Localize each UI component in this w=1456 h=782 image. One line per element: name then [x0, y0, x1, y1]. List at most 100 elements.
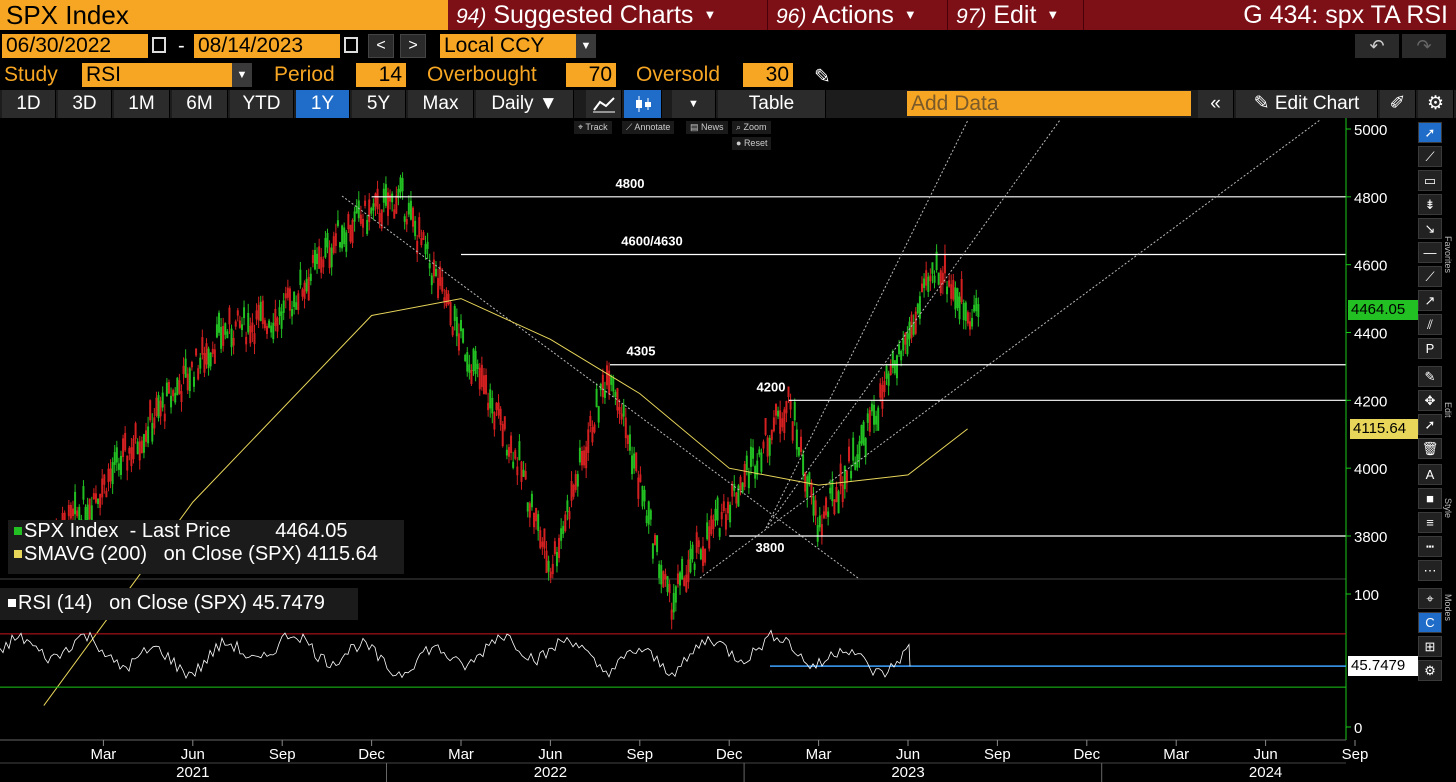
candle-body — [662, 571, 665, 588]
year-label: 2022 — [534, 764, 567, 781]
undo-button[interactable]: ↶ — [1355, 34, 1399, 58]
study-select[interactable]: RSI — [82, 63, 232, 87]
month-label: Mar — [448, 746, 474, 763]
magnet-icon[interactable]: C — [1418, 612, 1442, 633]
candle-body — [284, 293, 287, 299]
line-chart-icon[interactable] — [586, 90, 622, 118]
hline-icon[interactable]: — — [1418, 242, 1442, 263]
candle-body — [829, 487, 832, 494]
candle-body — [247, 312, 250, 333]
security-field[interactable]: SPX Index — [0, 0, 448, 30]
pen-icon[interactable]: ✎ — [1418, 366, 1442, 387]
edit-icon[interactable]: ✐ — [1380, 90, 1416, 118]
candle-body — [975, 298, 978, 312]
news-button[interactable]: ▤ News — [686, 121, 728, 134]
period-max-button[interactable]: Max — [408, 90, 474, 118]
candle-body — [578, 447, 581, 463]
pitchfork-icon[interactable]: P — [1418, 338, 1442, 359]
next-period-button[interactable]: > — [400, 34, 426, 58]
track-button[interactable]: ⌖ Track — [574, 121, 612, 134]
candle-body — [295, 302, 298, 310]
arrow-icon[interactable]: ↘ — [1418, 218, 1442, 239]
candle-body — [649, 510, 652, 520]
candle-body — [270, 325, 273, 333]
candle-body — [610, 375, 613, 385]
overbought-input[interactable]: 70 — [566, 63, 616, 87]
zoom-button[interactable]: ⌕ Zoom — [732, 121, 771, 134]
line-tool-icon[interactable]: ⟋ — [1418, 146, 1442, 167]
actions-menu[interactable]: 96) Actions ▼ — [770, 0, 948, 30]
menu-number: 96) — [776, 5, 807, 28]
candle-body — [580, 450, 583, 466]
ray-icon[interactable]: ↗ — [1418, 290, 1442, 311]
oversold-input[interactable]: 30 — [743, 63, 793, 87]
period-1d-button[interactable]: 1D — [2, 90, 56, 118]
annotate-button[interactable]: ⟋ Annotate — [622, 121, 675, 134]
price-chart[interactable]: 4800 4600/4630 4305 4200 3800 5000 4800 4600 44… — [0, 118, 1418, 782]
period-ytd-button[interactable]: YTD — [230, 90, 294, 118]
rectangle-icon[interactable]: ▭ — [1418, 170, 1442, 191]
channel-icon[interactable]: ⫽ — [1418, 314, 1442, 335]
candle-body — [122, 438, 125, 457]
fib-icon[interactable]: ⇟ — [1418, 194, 1442, 215]
chart-type-dropdown[interactable]: ▼ — [672, 90, 716, 118]
dot-style-icon[interactable]: ⋯ — [1418, 560, 1442, 581]
period-5y-button[interactable]: 5Y — [352, 90, 406, 118]
suggested-charts-menu[interactable]: 94) Suggested Charts ▼ — [450, 0, 768, 30]
pointer-icon[interactable]: ➚ — [1418, 122, 1442, 143]
add-data-input[interactable]: Add Data — [907, 91, 1191, 116]
candle-body — [564, 514, 567, 532]
candle-body — [628, 434, 631, 451]
candle-body — [727, 501, 730, 514]
line-weight-icon[interactable]: ≡ — [1418, 512, 1442, 533]
period-3d-button[interactable]: 3D — [58, 90, 112, 118]
period-6m-button[interactable]: 6M — [172, 90, 228, 118]
candle-body — [430, 275, 433, 286]
candlestick-icon[interactable] — [624, 90, 662, 118]
crosshair-mode-icon[interactable]: ⌖ — [1418, 588, 1442, 609]
chevron-down-icon[interactable]: ▼ — [576, 34, 596, 58]
pencil-icon[interactable]: ✎ — [814, 66, 831, 88]
prev-period-button[interactable]: < — [368, 34, 394, 58]
table-button[interactable]: Table — [718, 90, 826, 118]
chevron-down-icon[interactable]: ▼ — [232, 63, 252, 87]
candle-body — [251, 322, 254, 333]
redo-button[interactable]: ↷ — [1402, 34, 1446, 58]
candle-body — [964, 302, 967, 321]
snap-icon[interactable]: ⊞ — [1418, 636, 1442, 657]
period-1y-button[interactable]: 1Y — [296, 90, 350, 118]
edit-chart-button[interactable]: ✎ Edit Chart — [1236, 90, 1378, 118]
calendar-icon[interactable] — [344, 37, 358, 53]
calendar-icon[interactable] — [152, 37, 166, 53]
reset-button[interactable]: ● Reset — [732, 137, 772, 150]
dash-style-icon[interactable]: ┅ — [1418, 536, 1442, 557]
candle-body — [701, 546, 704, 566]
fill-icon[interactable]: ■ — [1418, 488, 1442, 509]
cursor-icon[interactable]: ➚ — [1418, 414, 1442, 435]
currency-select[interactable]: Local CCY — [440, 34, 576, 58]
candle-body — [286, 287, 289, 298]
period-1m-button[interactable]: 1M — [114, 90, 170, 118]
month-label: Dec — [716, 746, 743, 763]
sma-polyline — [43, 298, 968, 706]
candle-body — [443, 297, 446, 303]
edit-menu[interactable]: 97) Edit ▼ — [950, 0, 1084, 30]
start-date-input[interactable]: 06/30/2022 — [2, 34, 148, 58]
candle-body — [316, 253, 319, 264]
period-input[interactable]: 14 — [356, 63, 406, 87]
gear-icon[interactable]: ⚙ — [1418, 660, 1442, 681]
fan-line — [765, 119, 969, 529]
text-icon[interactable]: A — [1418, 464, 1442, 485]
move-icon[interactable]: ✥ — [1418, 390, 1442, 411]
frequency-select[interactable]: Daily ▼ — [476, 90, 574, 118]
candle-body — [847, 446, 850, 462]
candle-body — [674, 586, 677, 603]
gear-icon[interactable]: ⚙ — [1418, 90, 1454, 118]
candle-body — [595, 388, 598, 408]
candle-body — [804, 472, 807, 492]
collapse-icon[interactable]: « — [1198, 90, 1234, 118]
trendline-icon[interactable]: ⟋ — [1418, 266, 1442, 287]
candle-body — [491, 397, 494, 414]
trash-icon[interactable]: 🗑 — [1418, 438, 1442, 459]
end-date-input[interactable]: 08/14/2023 — [194, 34, 340, 58]
